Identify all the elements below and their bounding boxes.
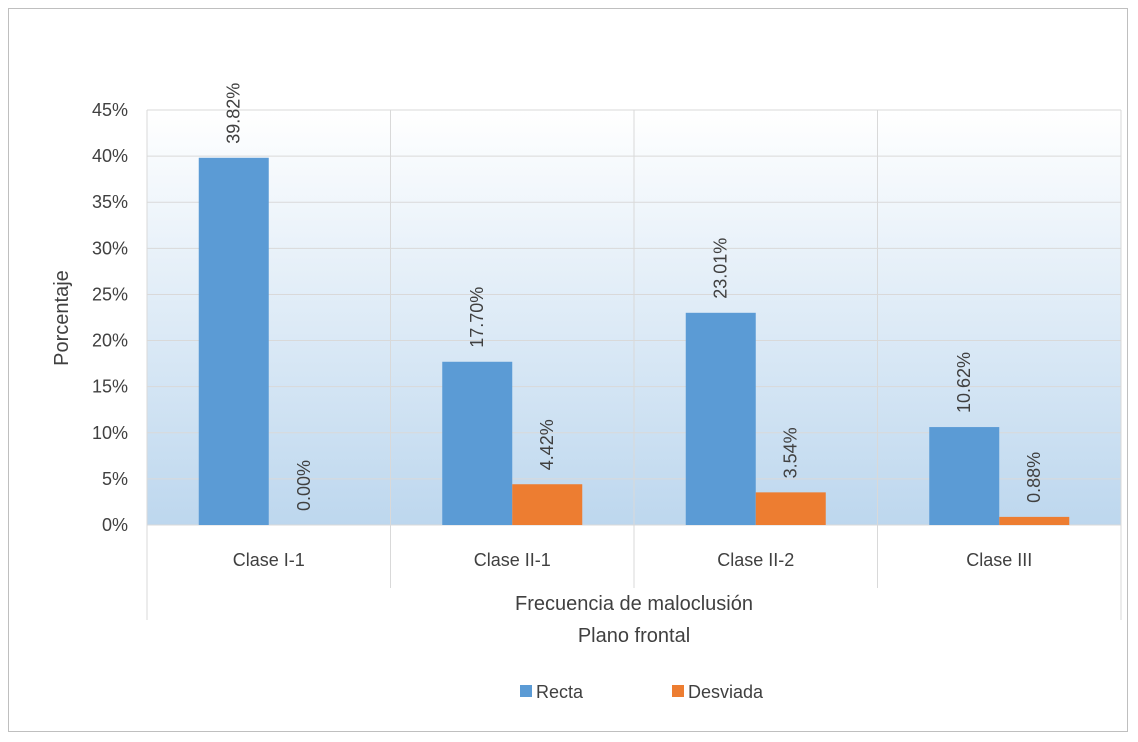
y-tick-label: 20% xyxy=(92,331,128,351)
y-tick-label: 45% xyxy=(92,100,128,120)
y-tick-label: 40% xyxy=(92,146,128,166)
data-label-desviada: 0.00% xyxy=(294,460,314,511)
x-axis-title-line-2: Plano frontal xyxy=(578,625,690,647)
data-label-recta: 23.01% xyxy=(711,238,731,299)
bar-desviada xyxy=(755,492,826,525)
bar-desviada xyxy=(512,484,583,525)
y-tick-label: 15% xyxy=(92,377,128,397)
data-label-recta: 39.82% xyxy=(224,83,244,144)
x-tick-label: Clase III xyxy=(966,550,1032,570)
x-tick-label: Clase II-2 xyxy=(717,550,794,570)
x-tick-label: Clase I-1 xyxy=(233,550,305,570)
y-tick-label: 25% xyxy=(92,284,128,304)
legend-label-recta: Recta xyxy=(536,682,584,702)
x-axis-ticks: Clase I-1 Clase II-1 Clase II-2 Clase III xyxy=(233,550,1033,570)
bar-recta xyxy=(442,361,513,525)
bar-desviada xyxy=(999,516,1070,525)
legend-swatch-desviada xyxy=(672,685,684,697)
bar-recta xyxy=(685,312,756,525)
x-tick-label: Clase II-1 xyxy=(474,550,551,570)
y-tick-label: 35% xyxy=(92,192,128,212)
bars xyxy=(198,157,1070,525)
y-tick-label: 10% xyxy=(92,423,128,443)
y-tick-label: 5% xyxy=(102,469,128,489)
bar-recta xyxy=(929,427,1000,525)
y-axis-ticks: 0% 5% 10% 15% 20% 25% 30% 35% 40% 45% xyxy=(92,100,128,535)
data-label-desviada: 3.54% xyxy=(781,427,801,478)
legend-label-desviada: Desviada xyxy=(688,682,764,702)
bar-recta xyxy=(198,157,269,525)
data-labels: 39.82% 0.00% 17.70% 4.42% 23.01% 3.54% 10.62% 0… xyxy=(224,83,1045,511)
legend-swatch-recta xyxy=(520,685,532,697)
data-label-desviada: 4.42% xyxy=(537,419,557,470)
y-tick-label: 30% xyxy=(92,238,128,258)
y-axis-title: Porcentaje xyxy=(51,270,73,366)
data-label-recta: 10.62% xyxy=(954,352,974,413)
y-tick-label: 0% xyxy=(102,515,128,535)
legend: Recta Desviada xyxy=(520,682,764,702)
x-axis-title-line-1: Frecuencia de maloclusión xyxy=(515,593,753,615)
data-label-recta: 17.70% xyxy=(467,287,487,348)
data-label-desviada: 0.88% xyxy=(1024,452,1044,503)
